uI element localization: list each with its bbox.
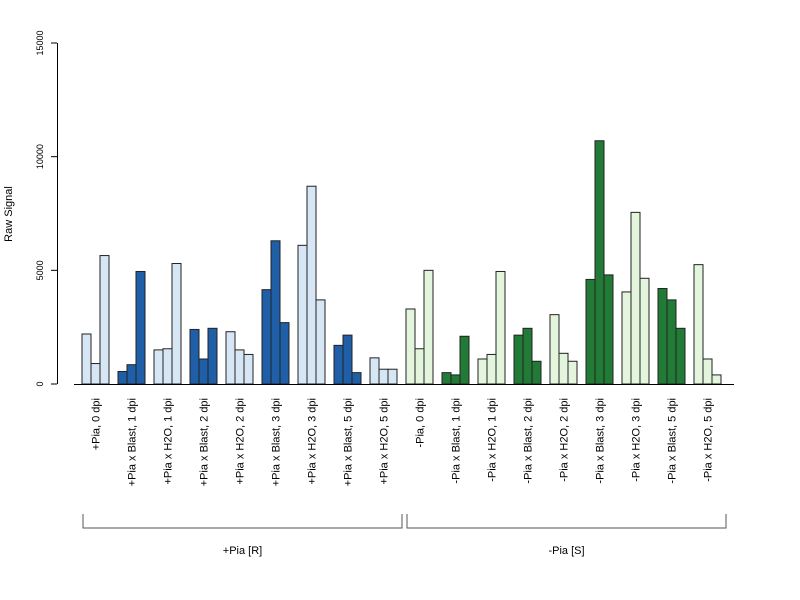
bar-14-0 [585, 278, 596, 385]
bar-12-1 [522, 327, 533, 385]
group-label-0: +Pia [R] [223, 545, 262, 557]
y-tick-label-3: 15000 [35, 30, 45, 55]
category-label-11: -Pia x H2O, 1 dpi [487, 398, 499, 482]
bar-0-1 [90, 363, 101, 385]
bar-4-2 [243, 353, 254, 385]
bar-6-2 [315, 299, 326, 385]
bar-4-0 [225, 331, 236, 385]
bar-12-2 [531, 360, 542, 385]
category-label-4: +Pia x H2O, 2 dpi [235, 398, 247, 485]
y-axis-title: Raw Signal [3, 186, 15, 242]
group-brackets: +Pia [R] -Pia [S] [82, 514, 727, 557]
y-tick-label-1: 5000 [35, 260, 45, 280]
category-label-16: -Pia x Blast, 5 dpi [667, 398, 679, 484]
bar-16-1 [666, 299, 677, 385]
bar-11-0 [477, 358, 488, 385]
bar-11-2 [495, 270, 506, 385]
category-labels: +Pia, 0 dpi +Pia x Blast, 1 dpi +Pia x H2O… [91, 398, 715, 486]
group-bracket-1 [406, 514, 727, 529]
bar-7-2 [351, 372, 362, 385]
bar-14-2 [603, 274, 614, 385]
category-label-2: +Pia x H2O, 1 dpi [163, 398, 175, 485]
bar-13-2 [567, 360, 578, 385]
category-label-14: -Pia x Blast, 3 dpi [595, 398, 607, 484]
category-label-10: -Pia x Blast, 1 dpi [451, 398, 463, 484]
bar-15-1 [630, 211, 641, 385]
bar-5-1 [270, 240, 281, 385]
category-label-8: +Pia x H2O, 5 dpi [379, 398, 391, 485]
category-label-7: +Pia x Blast, 5 dpi [343, 398, 355, 486]
category-label-3: +Pia x Blast, 2 dpi [199, 398, 211, 486]
category-label-15: -Pia x H2O, 3 dpi [631, 398, 643, 482]
bar-17-1 [702, 358, 713, 385]
bar-1-2 [135, 270, 146, 385]
category-label-9: -Pia, 0 dpi [415, 398, 427, 448]
bar-17-2 [711, 374, 722, 385]
bar-16-2 [675, 327, 686, 385]
bar-2-1 [162, 348, 173, 385]
y-tick-label-2: 10000 [35, 144, 45, 169]
bar-3-0 [189, 328, 200, 385]
bar-14-1 [594, 140, 605, 385]
y-tick-label-0: 0 [35, 381, 45, 386]
bar-10-1 [450, 374, 461, 385]
bar-10-2 [459, 335, 470, 385]
bar-7-0 [333, 344, 344, 385]
bar-16-0 [657, 288, 668, 385]
bar-10-0 [441, 372, 452, 385]
category-label-17: -Pia x H2O, 5 dpi [703, 398, 715, 482]
bar-6-1 [306, 185, 317, 385]
bar-17-0 [693, 264, 704, 385]
bar-13-0 [549, 314, 560, 385]
bar-2-2 [171, 263, 182, 385]
bar-12-0 [513, 334, 524, 385]
bar-15-2 [639, 277, 650, 385]
bar-8-2 [387, 368, 398, 385]
bar-15-0 [621, 291, 632, 385]
bar-0-0 [81, 333, 92, 385]
bar-1-0 [117, 370, 128, 385]
category-label-0: +Pia, 0 dpi [91, 398, 103, 450]
category-label-13: -Pia x H2O, 2 dpi [559, 398, 571, 482]
bar-5-2 [279, 322, 290, 385]
bar-7-1 [342, 334, 353, 385]
bar-8-0 [369, 357, 380, 385]
bar-3-2 [207, 327, 218, 385]
bar-1-1 [126, 364, 137, 385]
bar-9-1 [414, 348, 425, 385]
category-label-5: +Pia x Blast, 3 dpi [271, 398, 283, 486]
bar-8-1 [378, 368, 389, 385]
bar-4-1 [234, 349, 245, 385]
category-label-12: -Pia x Blast, 2 dpi [523, 398, 535, 484]
bar-0-2 [99, 255, 110, 385]
bar-9-0 [405, 308, 416, 385]
group-label-1: -Pia [S] [548, 545, 584, 557]
bar-3-1 [198, 358, 209, 385]
bar-11-1 [486, 353, 497, 385]
bar-6-0 [297, 244, 308, 385]
y-axis: 0 5000 10000 15000 [35, 30, 58, 387]
category-label-6: +Pia x H2O, 3 dpi [307, 398, 319, 485]
bar-9-2 [423, 269, 434, 385]
bars-layer [81, 140, 722, 385]
category-label-1: +Pia x Blast, 1 dpi [127, 398, 139, 486]
bar-2-0 [153, 349, 164, 385]
group-bracket-0 [82, 514, 403, 529]
bar-5-0 [261, 289, 272, 385]
bar-13-1 [558, 352, 569, 385]
